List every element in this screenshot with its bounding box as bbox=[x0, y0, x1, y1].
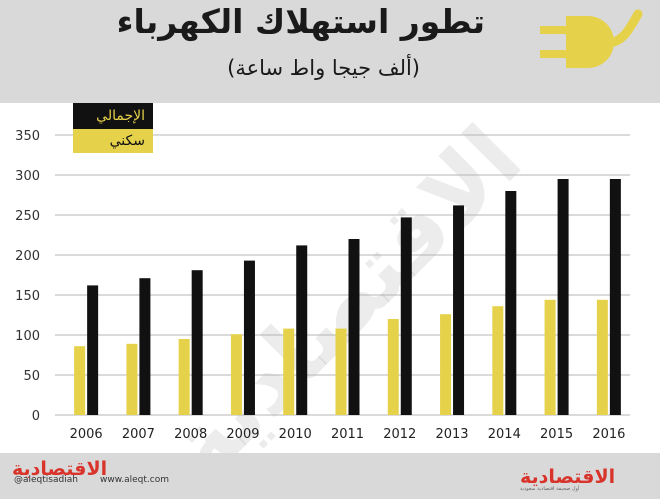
x-tick-label: 2010 bbox=[279, 427, 312, 442]
y-tick-label: 50 bbox=[23, 369, 40, 384]
x-tick-label: 2013 bbox=[435, 427, 468, 442]
legend-residential: سكني bbox=[73, 129, 153, 153]
x-tick-label: 2015 bbox=[540, 427, 573, 442]
bar-total bbox=[296, 245, 308, 415]
y-tick-label: 150 bbox=[15, 289, 40, 304]
twitter-handle: @aleqtisadiah bbox=[14, 475, 78, 485]
electric-plug-icon bbox=[540, 9, 643, 68]
bar-total bbox=[139, 278, 151, 415]
bar-total bbox=[609, 179, 621, 415]
bar-residential bbox=[283, 328, 295, 415]
bar-residential bbox=[544, 299, 556, 415]
chart-title: تطور استهلاك الكهرباء bbox=[116, 2, 485, 41]
bar-total bbox=[505, 191, 517, 415]
bar-residential bbox=[596, 299, 608, 415]
bar-residential bbox=[230, 334, 242, 415]
y-tick-label: 200 bbox=[15, 249, 40, 264]
brand-tagline: أول صحيفة اقتصادية سعودية bbox=[520, 486, 580, 492]
bar-total bbox=[400, 217, 412, 415]
x-tick-label: 2009 bbox=[226, 427, 259, 442]
y-tick-label: 0 bbox=[32, 409, 40, 424]
x-tick-label: 2014 bbox=[488, 427, 521, 442]
y-tick-label: 300 bbox=[15, 169, 40, 184]
bar-total bbox=[348, 239, 360, 415]
brand-logo: الاقتصادية bbox=[12, 458, 108, 480]
x-tick-label: 2011 bbox=[331, 427, 364, 442]
bar-residential bbox=[126, 343, 138, 415]
bar-total bbox=[243, 260, 255, 415]
bar-residential bbox=[335, 328, 347, 415]
x-tick-label: 2008 bbox=[174, 427, 207, 442]
footer bbox=[0, 453, 660, 495]
x-tick-label: 2012 bbox=[383, 427, 416, 442]
bar-residential bbox=[74, 346, 86, 415]
bar-total bbox=[557, 179, 569, 415]
x-tick-label: 2016 bbox=[592, 427, 625, 442]
website-link: www.aleqt.com bbox=[100, 475, 169, 485]
bar-residential bbox=[492, 306, 504, 415]
bar-residential bbox=[440, 314, 452, 415]
x-tick-label: 2007 bbox=[122, 427, 155, 442]
y-tick-label: 250 bbox=[15, 209, 40, 224]
bar-total bbox=[87, 285, 99, 415]
y-tick-label: 350 bbox=[15, 129, 40, 144]
bar-residential bbox=[387, 319, 399, 415]
bar-total bbox=[191, 270, 203, 415]
bar-residential bbox=[178, 339, 190, 415]
legend-total: الإجمالي bbox=[73, 103, 153, 129]
chart-subtitle: (ألف جيجا واط ساعة) bbox=[227, 56, 420, 80]
brand-logo-right: الاقتصادية bbox=[520, 466, 616, 488]
bar-total bbox=[453, 205, 465, 415]
x-tick-label: 2006 bbox=[70, 427, 103, 442]
y-tick-label: 100 bbox=[15, 329, 40, 344]
